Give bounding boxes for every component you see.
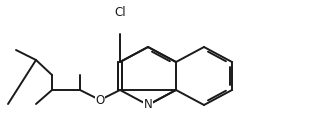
Text: O: O [95,94,105,106]
Text: N: N [144,98,152,112]
Text: Cl: Cl [114,5,126,18]
